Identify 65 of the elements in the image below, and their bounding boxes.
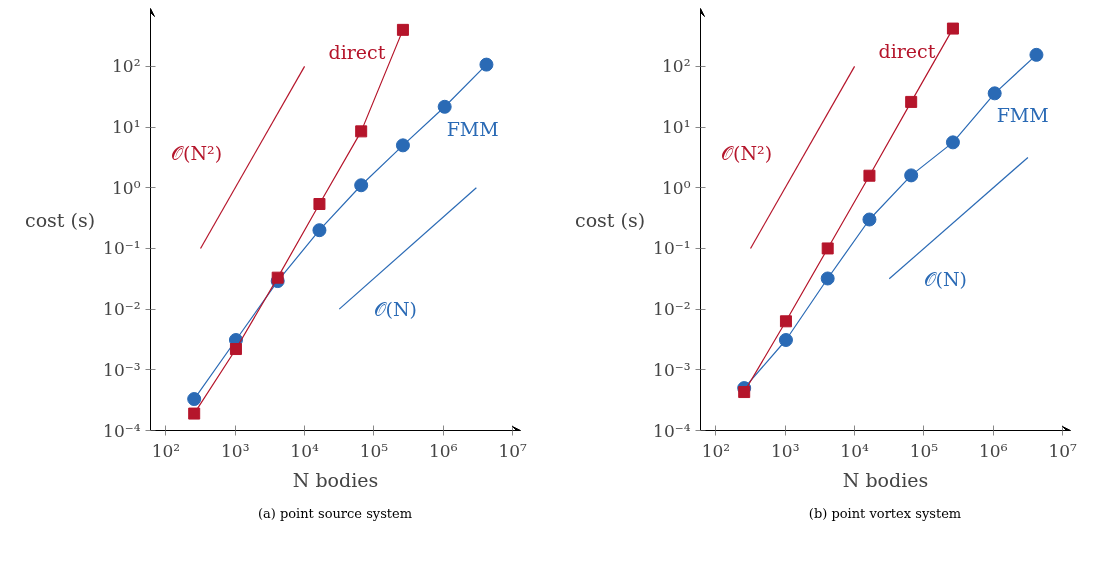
point: [1029, 47, 1044, 62]
x-tick-label: 10³: [221, 440, 250, 461]
point: [188, 407, 201, 420]
point: [904, 168, 919, 183]
point: [479, 57, 494, 72]
y-axis-title: cost (s): [575, 208, 646, 231]
x-tick-label: 10⁶: [429, 440, 458, 461]
series-label: FMM: [446, 117, 499, 140]
text: (a) point source system: [257, 505, 413, 523]
series-label: 𝒪(N): [373, 298, 417, 321]
series-label: 𝒪(N²): [171, 142, 223, 165]
y-tick-label: 10⁻²: [653, 299, 691, 320]
point: [355, 125, 368, 138]
point: [437, 99, 452, 114]
point: [312, 223, 327, 238]
y-tick-label: 10⁰: [662, 177, 691, 198]
point: [778, 333, 793, 347]
x-tick-label: 10⁴: [840, 440, 869, 461]
y-tick-label: 10²: [662, 56, 691, 77]
y-tick-label: 10¹: [662, 117, 691, 138]
y-tick-label: 10⁻⁴: [103, 420, 141, 441]
x-tick-label: 10⁷: [498, 440, 528, 461]
point: [738, 386, 751, 399]
y-tick-label: 10⁻¹: [653, 238, 691, 259]
x-tick-label: 10⁷: [1048, 440, 1078, 461]
point: [945, 135, 960, 150]
point: [946, 22, 959, 35]
point: [779, 315, 792, 328]
point: [821, 242, 834, 255]
x-axis-title: N bodies: [842, 468, 929, 491]
y-axis-title: cost (s): [25, 208, 96, 231]
x-tick-label: 10⁶: [979, 440, 1008, 461]
series-label: direct: [328, 40, 386, 63]
y-tick-label: 10⁻²: [103, 299, 141, 320]
point: [271, 271, 284, 284]
point: [313, 198, 326, 211]
y-tick-label: 10⁻³: [103, 359, 141, 380]
series-label: 𝒪(N): [923, 267, 967, 290]
x-tick-label: 10²: [151, 440, 181, 461]
y-tick-label: 10⁻³: [653, 359, 691, 380]
point: [187, 392, 202, 407]
x-tick-label: 10⁴: [290, 440, 319, 461]
x-axis-title: N bodies: [292, 468, 379, 491]
point: [987, 86, 1002, 101]
point: [905, 95, 918, 108]
series-label: 𝒪(N²): [721, 142, 773, 165]
x-tick-label: 10²: [701, 440, 731, 461]
point: [396, 23, 409, 36]
point: [862, 212, 877, 227]
y-tick-label: 10⁰: [112, 177, 141, 198]
x-tick-label: 10⁵: [359, 440, 389, 461]
point: [354, 178, 369, 193]
x-tick-label: 10³: [771, 440, 800, 461]
point: [395, 138, 410, 153]
point: [820, 271, 835, 286]
series-label: direct: [878, 39, 936, 62]
point: [863, 169, 876, 182]
text: (b) point vortex system: [808, 505, 962, 523]
y-tick-label: 10²: [112, 56, 141, 77]
y-tick-label: 10⁻⁴: [653, 420, 691, 441]
x-tick-label: 10⁵: [909, 440, 939, 461]
point: [229, 343, 242, 356]
y-tick-label: 10¹: [112, 117, 141, 138]
y-tick-label: 10⁻¹: [103, 238, 141, 259]
series-label: FMM: [996, 104, 1049, 127]
